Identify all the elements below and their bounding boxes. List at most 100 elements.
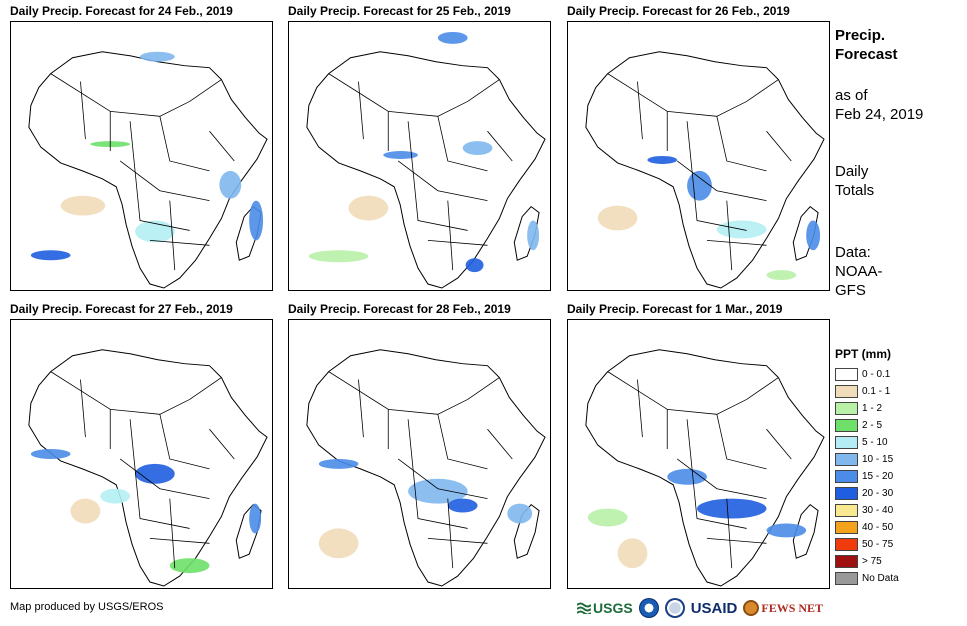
legend-item: 20 - 30 — [835, 485, 899, 502]
rain-area — [219, 170, 242, 199]
country-border — [129, 419, 136, 469]
country-border — [691, 468, 747, 529]
legend-item: 1 - 2 — [835, 400, 899, 417]
country-border — [169, 498, 176, 569]
totals-line-2: Totals — [835, 182, 875, 199]
precip-map — [288, 319, 551, 589]
country-border — [691, 170, 747, 231]
rain-area — [507, 503, 533, 524]
legend-swatch — [835, 453, 858, 466]
country-border — [358, 81, 364, 140]
legend-swatch — [835, 521, 858, 534]
legend-item: 5 - 10 — [835, 434, 899, 451]
legend-label: 5 - 10 — [862, 437, 888, 448]
country-border — [209, 428, 235, 460]
country-border — [746, 79, 779, 102]
panel-title: Daily Precip. Forecast for 1 Mar., 2019 — [567, 302, 783, 316]
usgs-logo-text: USGS — [593, 600, 633, 616]
legend-label: 2 - 5 — [862, 420, 883, 431]
country-border — [209, 130, 235, 162]
rain-area — [437, 31, 468, 44]
country-border — [129, 121, 136, 171]
daily-totals-note: Daily Totals — [835, 162, 874, 200]
africa-outline — [28, 51, 268, 289]
country-border — [487, 428, 513, 460]
legend-swatch — [835, 504, 858, 517]
legend: 0 - 0.1 0.1 - 1 1 - 2 2 - 5 5 - 10 10 - 15 15 … — [835, 366, 899, 587]
data-line-2: NOAA- — [835, 263, 883, 280]
africa-map — [568, 22, 829, 290]
legend-label: 20 - 30 — [862, 488, 894, 499]
precip-map — [10, 21, 273, 291]
rain-area — [135, 463, 175, 484]
legend-label: 50 - 75 — [862, 539, 894, 550]
rain-area — [100, 488, 131, 504]
country-border — [427, 239, 488, 246]
rain-area — [408, 478, 468, 504]
rain-area — [587, 508, 628, 527]
rain-area — [766, 270, 797, 281]
country-border — [412, 170, 468, 231]
as-of-label: as of — [835, 87, 868, 104]
data-line-1: Data: — [835, 244, 871, 261]
country-border — [328, 371, 389, 450]
legend-swatch — [835, 385, 858, 398]
fews-net-logo: FEWS NET — [743, 600, 823, 616]
usaid-seal-icon — [664, 598, 685, 618]
africa-outline — [306, 51, 546, 289]
country-border — [447, 498, 454, 569]
legend-swatch — [835, 368, 858, 381]
legend-title: PPT (mm) — [835, 347, 892, 361]
country-border — [467, 79, 500, 102]
africa-map — [11, 22, 272, 290]
map-credit: Map produced by USGS/EROS — [10, 601, 164, 613]
rain-area — [617, 538, 648, 569]
rain-area — [70, 498, 101, 524]
rain-area — [597, 205, 638, 231]
country-border — [397, 160, 488, 202]
legend-swatch — [835, 487, 858, 500]
rain-area — [465, 258, 484, 273]
legend-label: 30 - 40 — [862, 505, 894, 516]
legend-item: 0 - 0.1 — [835, 366, 899, 383]
country-border — [80, 81, 86, 140]
country-border — [134, 468, 190, 529]
as-of-value: Feb 24, 2019 — [835, 106, 924, 123]
africa-map — [11, 320, 272, 588]
country-border — [637, 379, 643, 438]
country-border — [407, 121, 414, 171]
rain-area — [308, 250, 369, 263]
panel-title: Daily Precip. Forecast for 24 Feb., 2019 — [10, 4, 233, 18]
legend-item: > 75 — [835, 553, 899, 570]
heading-line-2: Forecast — [835, 46, 898, 63]
country-border — [437, 414, 488, 470]
country-border — [676, 458, 767, 500]
country-border — [328, 73, 389, 152]
rain-area — [806, 220, 821, 251]
country-border — [706, 537, 767, 544]
rain-area — [169, 558, 210, 574]
rain-area — [140, 51, 175, 62]
rain-area — [383, 151, 419, 159]
panel-title: Daily Precip. Forecast for 27 Feb., 2019 — [10, 302, 233, 316]
country-border — [119, 160, 210, 202]
country-border — [447, 200, 454, 271]
rain-area — [318, 458, 359, 469]
country-border — [716, 414, 767, 470]
rain-area — [766, 523, 807, 538]
legend-label: > 75 — [862, 556, 882, 567]
country-border — [397, 458, 488, 500]
legend-swatch — [835, 470, 858, 483]
africa-outline — [585, 349, 825, 587]
rain-area — [30, 250, 71, 261]
africa-map — [568, 320, 829, 588]
globe-icon — [743, 600, 760, 616]
precip-map — [288, 21, 551, 291]
totals-line-1: Daily — [835, 163, 869, 180]
legend-item: 30 - 40 — [835, 502, 899, 519]
usaid-logo: USAID — [690, 599, 738, 617]
legend-label: 0 - 0.1 — [862, 369, 891, 380]
panel-title: Daily Precip. Forecast for 28 Feb., 2019 — [288, 302, 511, 316]
legend-item: 10 - 15 — [835, 451, 899, 468]
country-border — [189, 377, 222, 400]
